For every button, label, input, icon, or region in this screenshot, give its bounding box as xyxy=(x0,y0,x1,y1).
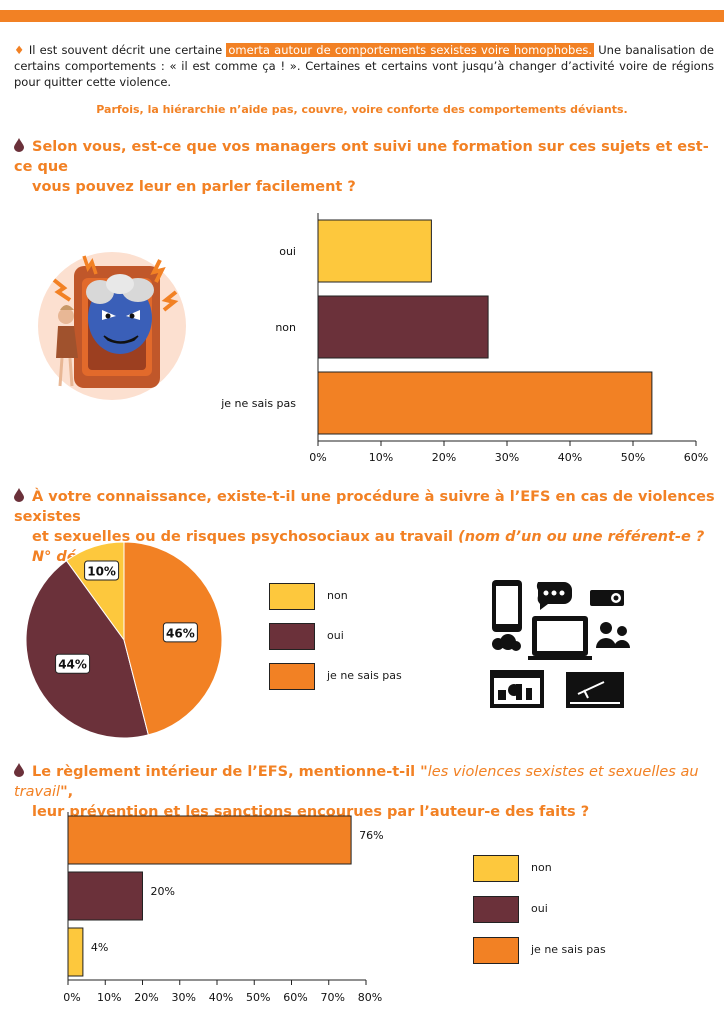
chart-2-label-box xyxy=(162,622,198,643)
chart-1-tick-label: 20% xyxy=(432,451,456,464)
chart-1-tick-label: 30% xyxy=(495,451,519,464)
chart-1-bar xyxy=(317,371,653,435)
chart-3-bar-chart: 76% 20% 4% 0% 10% 20% 30% 40% 50% 60% 70% 80% xyxy=(63,812,384,1004)
top-accent-bar xyxy=(0,10,724,22)
legend-swatch xyxy=(269,663,315,690)
chart-2-label-box xyxy=(84,560,120,581)
question-2-line-2-main: et sexuelles ou de risques psychosociaux… xyxy=(32,529,459,545)
chart-3-tick-label: 30% xyxy=(172,991,196,1004)
chart-3-tick-label: 40% xyxy=(209,991,233,1004)
chart-1-category-label: oui xyxy=(279,245,296,258)
chart-2-value-label: 44% xyxy=(58,658,87,672)
chart-3-tick-label: 60% xyxy=(283,991,307,1004)
question-1-heading: Selon vous, est-ce que vos managers ont … xyxy=(14,137,724,197)
chart-3-tick-label: 70% xyxy=(321,991,345,1004)
intro-subline: Parfois, la hiérarchie n’aide pas, couvr… xyxy=(96,103,628,116)
chart-3-bar xyxy=(67,927,84,977)
chart-3-tick-label: 50% xyxy=(246,991,270,1004)
intro-text-1: Il est souvent décrit une certaine xyxy=(28,43,227,57)
chart-1-tick-label: 50% xyxy=(621,451,645,464)
legend-label: je ne sais pas xyxy=(327,669,402,682)
chart-2-value-label: 10% xyxy=(87,565,116,579)
legend-label: oui xyxy=(531,902,548,915)
chart-3-tick-label: 80% xyxy=(358,991,382,1004)
chart-3-tick-label: 0% xyxy=(63,991,80,1004)
devices-icon-set xyxy=(490,580,630,708)
drop-icon xyxy=(14,763,24,777)
chart-3-bar xyxy=(67,815,352,865)
question-1-line-2: vous pouvez leur en parler facilement ? xyxy=(32,179,356,195)
legend-label: je ne sais pas xyxy=(531,943,606,956)
chart-3-legend: non oui je ne sais pas xyxy=(473,855,633,965)
question-3-line-1-main: Le règlement intérieur de l’EFS, mention… xyxy=(32,764,428,780)
chart-1-category-label: je ne sais pas xyxy=(220,397,296,410)
chart-2-label-box xyxy=(55,653,91,674)
intro-text-2: Une banalisation de certains comportemen… xyxy=(14,43,714,89)
intro-paragraph: ♦ Il est souvent décrit une certaine omer… xyxy=(14,42,714,90)
chart-3-bar xyxy=(67,871,143,921)
drop-icon xyxy=(14,138,24,152)
chart-3-value-label: 76% xyxy=(359,829,383,842)
chart-2-value-label: 46% xyxy=(166,626,195,640)
drop-icon xyxy=(14,488,24,502)
question-2-line-1: À votre connaissance, existe-t-il une pr… xyxy=(14,489,715,525)
chart-1-tick-label: 40% xyxy=(558,451,582,464)
chart-1-tick-label: 0% xyxy=(309,451,326,464)
legend-swatch xyxy=(473,855,519,882)
legend-swatch xyxy=(269,583,315,610)
question-3-line-1-italic: les violences sexistes et sexuelles au t… xyxy=(14,764,699,800)
chart-1-bar xyxy=(317,219,432,283)
chart-1-tick-label: 60% xyxy=(684,451,708,464)
legend-swatch xyxy=(269,623,315,650)
chart-2-pie-chart: 10% 44% 46% xyxy=(25,541,223,739)
chart-1-bar-chart: oui non je ne sais pas 0% 10% 20% 30% 40% 50% 60% xyxy=(220,213,708,464)
legend-swatch xyxy=(473,896,519,923)
legend-label: oui xyxy=(327,629,344,642)
legend-label: non xyxy=(531,861,552,874)
chart-3-value-label: 20% xyxy=(151,885,175,898)
intro-highlight: omerta autour de comportements sexistes … xyxy=(226,43,595,57)
angry-manager-illustration xyxy=(38,252,186,400)
chart-3-tick-label: 20% xyxy=(134,991,158,1004)
legend-label: non xyxy=(327,589,348,602)
chart-2-slice xyxy=(25,560,149,739)
chart-1-bar xyxy=(317,295,489,359)
chart-1-category-label: non xyxy=(275,321,296,334)
chart-3-tick-label: 10% xyxy=(97,991,121,1004)
legend-swatch xyxy=(473,937,519,964)
chart-1-tick-label: 10% xyxy=(369,451,393,464)
question-3-line-1-end: ", xyxy=(60,784,74,800)
chart-2-legend: non oui je ne sais pas xyxy=(269,583,429,693)
intro-bullet: ♦ xyxy=(14,43,25,57)
chart-3-value-label: 4% xyxy=(91,941,108,954)
question-1-line-1: Selon vous, est-ce que vos managers ont … xyxy=(14,139,709,175)
